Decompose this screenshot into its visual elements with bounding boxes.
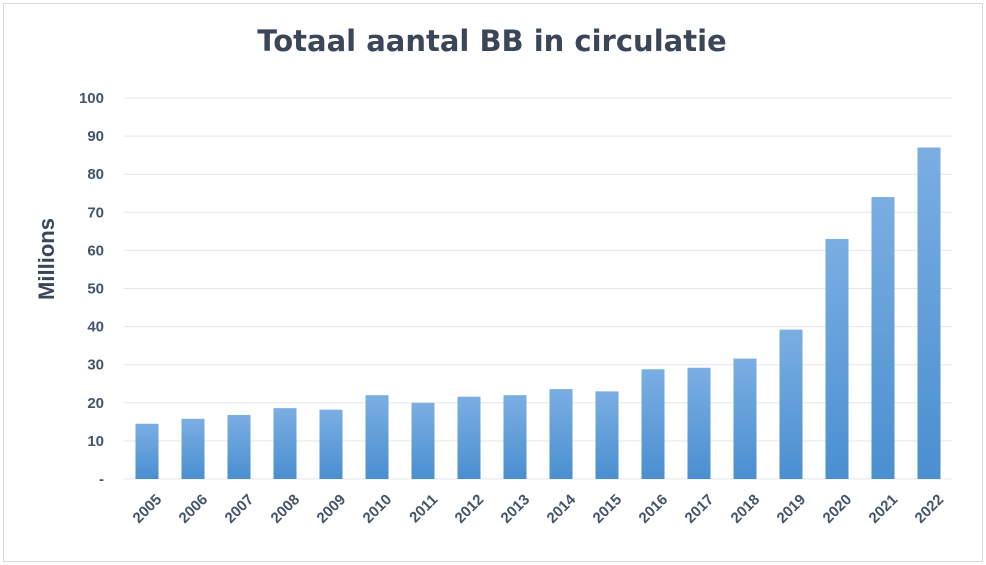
y-tick-label: - (99, 471, 104, 488)
y-tick-label: 10 (87, 433, 104, 450)
bar-2005 (135, 423, 159, 479)
bars (135, 147, 941, 479)
bar-2019 (779, 329, 803, 479)
x-tick-label: 2008 (268, 491, 304, 527)
x-tick-label: 2018 (728, 491, 764, 527)
y-tick-label: 80 (87, 166, 104, 183)
y-tick-label: 20 (87, 395, 104, 412)
gridlines (124, 97, 952, 480)
x-tick-label: 2019 (774, 491, 810, 527)
bar-2015 (595, 391, 619, 479)
bar-chart: Totaal aantal BB in circulatie Millions … (34, 24, 952, 527)
bar-2012 (457, 396, 481, 479)
y-axis-ticks: - 10 20 30 40 50 60 70 80 90 100 (79, 90, 104, 488)
x-tick-label: 2011 (406, 491, 441, 526)
x-tick-label: 2017 (682, 491, 718, 527)
x-tick-label: 2015 (590, 491, 626, 527)
x-tick-label: 2014 (544, 491, 580, 527)
y-tick-label: 30 (87, 357, 104, 374)
x-tick-label: 2012 (452, 491, 488, 527)
chart-frame: Totaal aantal BB in circulatie Millions … (3, 3, 983, 562)
bar-2008 (273, 408, 297, 479)
bar-2006 (181, 418, 205, 479)
y-tick-label: 50 (87, 281, 104, 298)
bar-2007 (227, 414, 251, 479)
x-tick-label: 2020 (820, 491, 856, 527)
y-tick-label: 70 (87, 204, 104, 221)
bar-2018 (733, 358, 757, 479)
bar-2016 (641, 369, 665, 479)
y-tick-label: 100 (79, 90, 104, 107)
x-tick-label: 2007 (222, 491, 258, 527)
bar-2021 (871, 197, 895, 479)
x-tick-label: 2009 (314, 491, 350, 527)
bar-2017 (687, 367, 711, 479)
x-tick-label: 2005 (130, 491, 166, 527)
y-axis-label: Millions (34, 218, 59, 300)
y-tick-label: 90 (87, 128, 104, 145)
x-tick-label: 2021 (866, 491, 902, 527)
x-tick-label: 2013 (498, 491, 534, 527)
bar-2013 (503, 395, 527, 479)
x-axis-ticks: 2005 2006 2007 2008 2009 2010 2011 2012 2013 2014… (130, 491, 948, 527)
chart-title: Totaal aantal BB in circulatie (257, 24, 726, 58)
y-tick-label: 40 (87, 319, 104, 336)
x-tick-label: 2022 (912, 491, 948, 527)
bar-2020 (825, 238, 849, 479)
x-tick-label: 2016 (636, 491, 672, 527)
bar-2022 (917, 147, 941, 479)
bar-2014 (549, 389, 573, 479)
bar-2009 (319, 409, 343, 479)
bar-2011 (411, 402, 435, 479)
x-tick-label: 2006 (176, 491, 212, 527)
x-tick-label: 2010 (360, 491, 396, 527)
bar-2010 (365, 395, 389, 479)
y-tick-label: 60 (87, 242, 104, 259)
